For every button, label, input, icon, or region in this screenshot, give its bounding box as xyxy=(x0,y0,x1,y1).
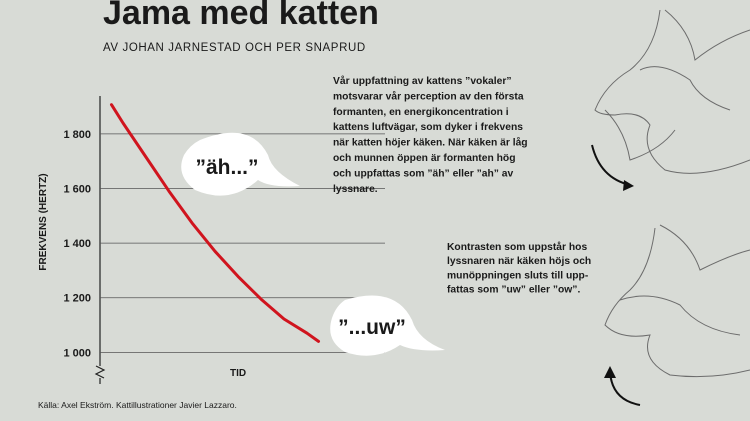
arrow-head xyxy=(604,366,616,378)
y-tick-label: 1 200 xyxy=(63,293,91,305)
paragraph-line: formanten, en energikoncentration i xyxy=(333,107,509,118)
y-tick-label: 1 600 xyxy=(63,184,91,196)
paragraph-line: lyssnaren när käken höjs och xyxy=(447,256,591,267)
paragraph-line: när katten höjer käken. När käken är låg xyxy=(333,137,528,149)
y-tick-label: 1 400 xyxy=(63,238,91,250)
axis-break xyxy=(94,365,106,379)
paragraph-line: munöppningen sluts till upp- xyxy=(447,270,589,281)
subtitle: AV JOHAN JARNESTAD OCH PER SNAPRUD xyxy=(103,42,366,54)
source: Källa: Axel Ekström. Kattillustrationer … xyxy=(38,400,237,410)
paragraph-line: fattas som ”uw” eller ”ow”. xyxy=(447,285,580,296)
speech-bubble xyxy=(330,295,445,356)
bubble-label: ”äh...” xyxy=(195,156,258,179)
paragraph-line: Kontrasten som uppstår hos xyxy=(447,241,587,253)
y-tick-label: 1 800 xyxy=(63,129,91,141)
cat-illustration xyxy=(594,9,750,378)
paragraph-line: motsvarar vår perception av den första xyxy=(333,90,524,102)
paragraph-line: Vår uppfattning av kattens ”vokaler” xyxy=(333,75,512,87)
y-tick-label: 1 000 xyxy=(63,347,91,359)
speech-bubble xyxy=(181,132,300,196)
title: Jama med katten xyxy=(103,0,379,32)
paragraph-line: och uppfattas som ”äh” eller ”ah” av xyxy=(333,168,514,179)
paragraph-line: lyssnare. xyxy=(333,184,378,195)
y-axis-label: FREKVENS (HERTZ) xyxy=(38,173,49,270)
paragraph-line: kattens luftvägar, som dyker i frekvens xyxy=(333,122,523,133)
paragraph-line: och munnen öppen är formanten hög xyxy=(333,153,515,164)
bubble-label: ”...uw” xyxy=(338,316,406,339)
arrow-head xyxy=(623,180,634,191)
x-axis-label: TID xyxy=(230,368,246,379)
line-series xyxy=(110,103,320,343)
